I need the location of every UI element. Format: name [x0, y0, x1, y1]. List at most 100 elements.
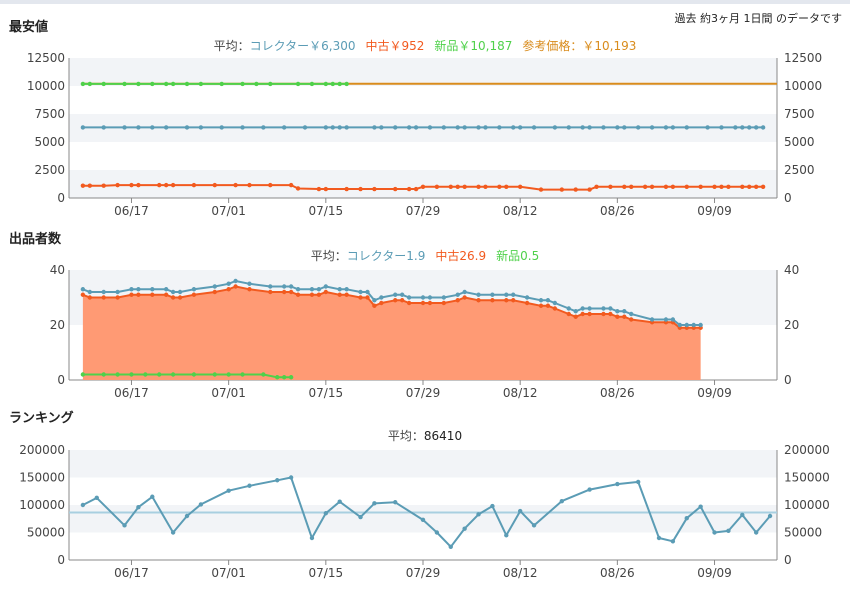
data-point-中古 [517, 184, 523, 189]
data-point-ランキング [136, 505, 141, 510]
data-point-中古 [511, 298, 516, 303]
data-point-ランキング [358, 514, 363, 520]
data-point-コレクター [163, 125, 169, 130]
data-point-コレクター [309, 287, 315, 292]
data-point-コレクター [226, 281, 231, 286]
x-tick-label: 08/26 [600, 204, 635, 218]
data-point-コレクター [483, 125, 488, 130]
data-point-中古 [538, 187, 544, 192]
data-point-新品 [157, 372, 162, 377]
data-point-コレクター [281, 125, 287, 130]
data-point-中古 [455, 184, 460, 189]
data-point-コレクター [649, 317, 655, 322]
data-point-中古 [629, 317, 634, 322]
data-point-コレクター [476, 125, 481, 130]
grid-band [69, 450, 777, 478]
data-point-コレクター [580, 125, 585, 130]
data-point-中古 [170, 295, 176, 300]
data-point-コレクター [566, 306, 571, 311]
data-point-中古 [80, 292, 86, 297]
data-point-コレクター [170, 289, 176, 295]
y-tick-label-left: 10000 [27, 79, 65, 93]
data-point-中古 [427, 300, 433, 306]
data-point-ランキング [753, 530, 759, 535]
data-point-ランキング [94, 495, 99, 501]
average-label: 新品￥10,187 [434, 38, 512, 53]
data-point-中古 [608, 184, 613, 189]
average-legend: 平均：コレクター￥6,300 中古￥952 新品￥10,187 参考価格：￥10,19… [214, 38, 637, 53]
data-point-中古 [157, 182, 162, 188]
data-point-新品 [281, 375, 287, 380]
data-point-コレクター [691, 322, 696, 328]
x-tick-label: 09/09 [697, 566, 732, 580]
data-point-コレクター [427, 125, 433, 130]
data-point-中古 [747, 184, 752, 189]
x-tick-label: 09/09 [697, 204, 732, 218]
data-point-中古 [288, 289, 294, 295]
data-point-コレクター [393, 125, 398, 130]
data-point-中古 [420, 184, 426, 189]
x-tick-label: 07/15 [309, 566, 344, 580]
data-point-新品 [191, 372, 197, 377]
data-point-中古 [760, 184, 766, 189]
x-tick-label: 06/17 [114, 204, 149, 218]
ranking-section-title: ランキング [9, 411, 74, 426]
data-point-ランキング [337, 499, 342, 504]
data-point-コレクター [733, 125, 738, 130]
data-point-コレクター [150, 287, 155, 292]
data-point-コレクター [101, 125, 106, 130]
data-point-コレクター [511, 125, 516, 130]
data-point-新品 [80, 81, 86, 87]
data-point-中古 [448, 184, 453, 189]
data-point-コレクター [552, 300, 558, 306]
data-point-コレクター [406, 125, 412, 130]
data-point-中古 [163, 182, 169, 188]
data-point-ランキング [184, 513, 190, 519]
data-point-中古 [233, 182, 238, 188]
data-point-コレクター [538, 298, 544, 303]
data-point-中古 [642, 184, 648, 189]
data-point-中古 [504, 298, 509, 303]
data-point-中古 [288, 182, 294, 188]
data-point-ランキング [434, 530, 440, 535]
data-point-新品 [80, 372, 86, 377]
data-point-新品 [163, 81, 169, 87]
y-tick-label-right: 40 [784, 263, 799, 277]
data-point-新品 [219, 81, 224, 87]
data-point-新品 [150, 81, 155, 87]
offers-chart: 0 20 40 0 20 40 06/17 07/01 07/15 07/29 08/12 08/26… [50, 248, 800, 400]
data-point-コレクター [344, 287, 349, 292]
average-prefix: 平均： [311, 249, 347, 263]
data-point-コレクター [545, 298, 551, 303]
data-point-コレクター [740, 125, 745, 130]
y-tick-label-right: 150000 [784, 471, 830, 485]
data-point-新品 [170, 81, 176, 87]
data-point-ランキング [531, 523, 537, 528]
data-point-コレクター [615, 309, 620, 314]
data-point-ランキング [670, 539, 676, 544]
data-point-コレクター [212, 284, 217, 289]
x-tick-label: 07/01 [211, 204, 246, 218]
data-point-コレクター [462, 125, 467, 130]
data-point-新品 [101, 372, 106, 377]
data-point-中古 [573, 314, 578, 319]
x-tick-label: 07/01 [211, 386, 246, 400]
data-point-ランキング [372, 501, 377, 506]
data-point-中古 [622, 184, 627, 189]
data-point-中古 [295, 292, 301, 297]
data-point-コレクター [455, 125, 460, 130]
y-tick-label-right: 50000 [784, 526, 822, 540]
data-point-コレクター [337, 287, 342, 292]
y-tick-label-left: 20 [50, 318, 65, 332]
data-point-コレクター [177, 289, 183, 295]
data-point-中古 [594, 184, 599, 189]
data-point-ランキング [726, 528, 731, 534]
data-point-コレクター [122, 125, 127, 130]
x-tick-label: 06/17 [114, 566, 149, 580]
data-point-中古 [406, 186, 412, 192]
data-point-新品 [170, 372, 176, 377]
y-tick-label-left: 0 [57, 373, 65, 387]
y-tick-label-left: 150000 [19, 471, 65, 485]
data-point-コレクター [323, 125, 329, 130]
